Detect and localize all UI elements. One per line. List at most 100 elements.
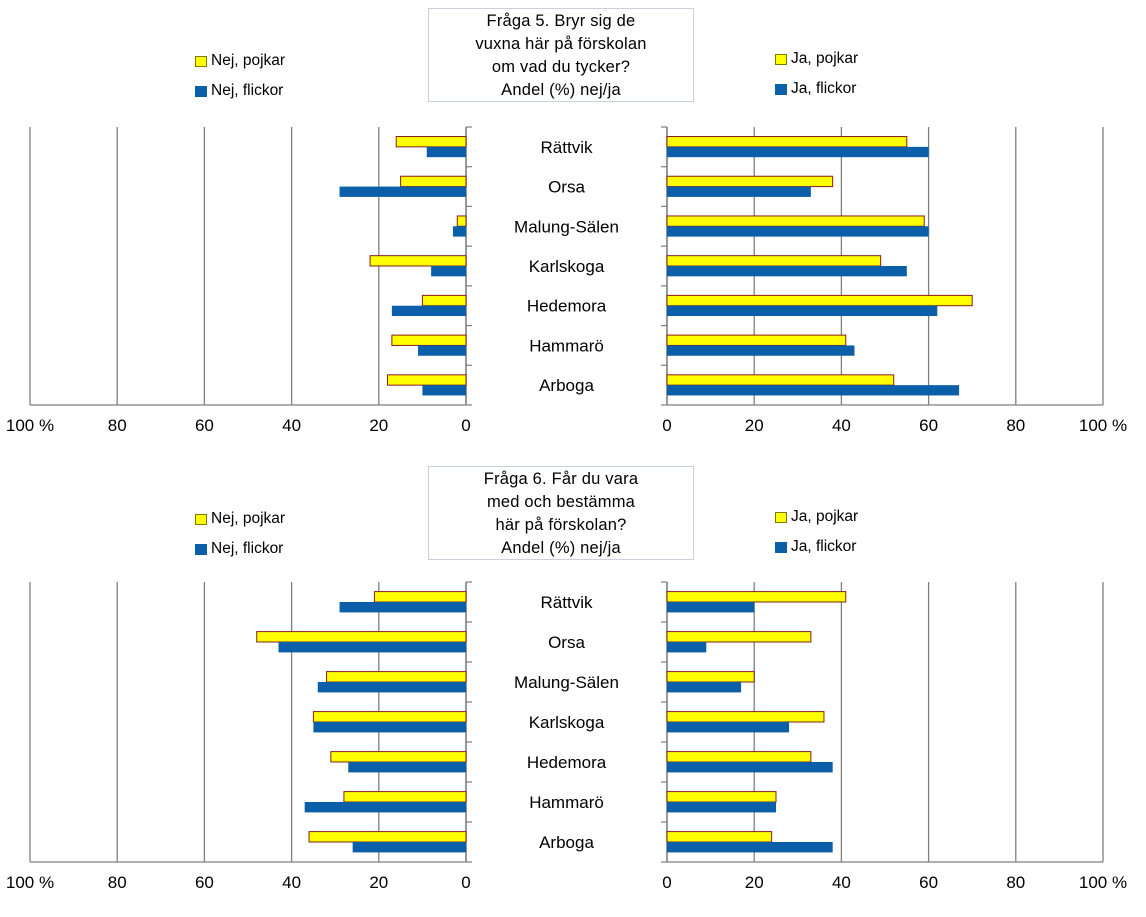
bar-nej-flickor <box>418 345 466 356</box>
tick-label-left: 40 <box>282 416 301 435</box>
category-label: Karlskoga <box>529 713 605 732</box>
chart-q5-legend-nej: Nej, pojkar Nej, flickor <box>195 46 285 106</box>
bar-nej-flickor <box>352 842 466 853</box>
category-label: Hammarö <box>529 336 604 355</box>
chart-q5: Rättvik Orsa Malung-Sälen Karlskoga Hedemora… <box>0 0 1146 458</box>
bar-nej-pojkar <box>391 334 467 346</box>
chart-q5-plot: Rättvik Orsa Malung-Sälen Karlskoga Hedemora… <box>6 126 1127 435</box>
legend-swatch-blue <box>775 83 787 95</box>
tick-label-right: 40 <box>832 873 851 892</box>
bar-ja-flickor <box>667 682 742 693</box>
bar-ja-flickor <box>667 802 776 813</box>
tick-label-left: 20 <box>369 873 388 892</box>
bar-ja-flickor <box>667 842 833 853</box>
bar-nej-flickor <box>452 226 466 237</box>
bar-nej-flickor <box>348 762 466 773</box>
chart-q6-title-line-2: med och bestämma <box>486 493 636 511</box>
tick-label-left: 80 <box>108 416 127 435</box>
tick-label-right: 100 % <box>1079 416 1127 435</box>
chart-q5-title-line-1: Fråga 5. Bryr sig de <box>486 12 636 30</box>
tick-label-right: 40 <box>832 416 851 435</box>
tick-label-right: 0 <box>662 873 671 892</box>
tick-label-right: 20 <box>745 873 764 892</box>
legend-label: Nej, flickor <box>211 540 284 557</box>
tick-label-left: 60 <box>195 873 214 892</box>
bar-nej-flickor <box>339 186 466 197</box>
bar-ja-flickor <box>667 345 855 356</box>
bar-ja-flickor <box>667 642 707 653</box>
chart-q6-title-line-1: Fråga 6. Får du vara <box>483 470 639 488</box>
legend-swatch-blue <box>195 85 207 97</box>
chart-q5-title-line-2: vuxna här på förskolan <box>475 35 647 53</box>
bar-ja-pojkar <box>666 374 895 386</box>
tick-label-left: 20 <box>369 416 388 435</box>
bar-ja-pojkar <box>666 751 812 763</box>
bar-nej-flickor <box>278 642 466 653</box>
bar-ja-flickor <box>667 602 755 613</box>
bar-nej-pojkar <box>373 591 467 603</box>
bar-ja-pojkar <box>666 631 812 643</box>
tick-label-right: 20 <box>745 416 764 435</box>
category-label: Rättvik <box>541 593 593 612</box>
category-label: Malung-Sälen <box>514 673 619 692</box>
tick-label-right: 100 % <box>1079 873 1127 892</box>
legend-label: Ja, pojkar <box>791 50 859 67</box>
category-label: Orsa <box>548 633 585 652</box>
legend-item-ja-pojkar: Ja, pojkar <box>775 44 858 74</box>
bar-ja-flickor <box>667 722 790 733</box>
bar-nej-flickor <box>391 305 466 317</box>
bar-ja-flickor <box>667 146 929 158</box>
tick-label-left: 0 <box>461 416 470 435</box>
legend-item-ja-flickor: Ja, flickor <box>775 532 858 562</box>
chart-q5-title-line-3: om vad du tycker? <box>491 58 631 76</box>
bar-nej-pojkar <box>330 751 467 763</box>
legend-swatch-yellow <box>195 513 207 525</box>
legend-label: Nej, flickor <box>211 82 284 99</box>
legend-swatch-yellow <box>195 55 207 67</box>
legend-item-ja-flickor: Ja, flickor <box>775 74 858 104</box>
legend-item-nej-flickor: Nej, flickor <box>195 534 285 564</box>
bar-ja-pojkar <box>666 591 847 603</box>
chart-q6-title-line-4: Andel (%) nej/ja <box>501 539 621 557</box>
tick-label-left: 100 % <box>6 416 54 435</box>
bar-nej-pojkar <box>456 215 467 227</box>
category-label: Orsa <box>548 178 585 197</box>
bar-ja-pojkar <box>666 791 777 803</box>
bar-nej-pojkar <box>421 294 467 307</box>
legend-label: Nej, pojkar <box>211 52 286 69</box>
tick-label-right: 0 <box>662 416 671 435</box>
legend-swatch-blue <box>775 541 787 553</box>
tick-label-left: 80 <box>108 873 127 892</box>
category-label: Hedemora <box>527 297 607 316</box>
legend-swatch-yellow <box>775 53 787 65</box>
legend-label: Ja, flickor <box>791 80 857 97</box>
legend-item-ja-pojkar: Ja, pojkar <box>775 502 858 532</box>
tick-label-right: 60 <box>919 416 938 435</box>
legend-swatch-yellow <box>775 511 787 523</box>
bar-nej-pojkar <box>308 831 467 843</box>
category-label: Karlskoga <box>529 257 605 276</box>
bar-ja-pojkar <box>666 215 925 227</box>
chart-q5-legend-ja: Ja, pojkar Ja, flickor <box>775 44 858 104</box>
bar-nej-flickor <box>431 266 466 277</box>
chart-q5-title-line-4: Andel (%) nej/ja <box>501 81 621 99</box>
category-label: Arboga <box>539 376 594 395</box>
tick-label-left: 100 % <box>6 873 54 892</box>
bar-nej-pojkar <box>395 136 467 148</box>
bar-nej-flickor <box>313 722 466 733</box>
legend-label: Ja, pojkar <box>791 508 859 525</box>
bar-nej-flickor <box>304 802 466 813</box>
legend-label: Ja, flickor <box>791 538 857 555</box>
bar-ja-pojkar <box>666 711 825 723</box>
tick-label-right: 80 <box>1006 416 1025 435</box>
bar-nej-flickor <box>339 602 466 613</box>
bar-ja-pojkar <box>666 136 908 148</box>
bar-nej-flickor <box>317 682 466 693</box>
chart-q5-title: Fråga 5. Bryr sig de vuxna här på försko… <box>428 8 694 102</box>
bar-ja-pojkar <box>666 671 755 683</box>
bar-ja-pojkar <box>666 255 882 267</box>
tick-label-left: 0 <box>461 873 470 892</box>
bar-ja-pojkar <box>666 831 773 843</box>
tick-label-right: 80 <box>1006 873 1025 892</box>
